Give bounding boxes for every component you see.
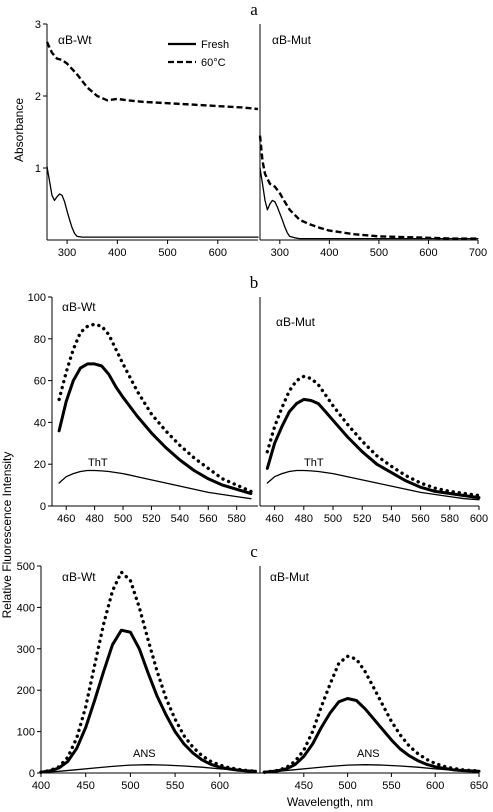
a-wt-y-tick-label: 3	[35, 19, 41, 31]
panel-a-mut-title: αB-Mut	[272, 33, 312, 47]
a-mut-x-tick-label: 300	[271, 247, 289, 259]
c-wt-series-bold	[39, 628, 257, 774]
b-mut-x-tick-label: 600	[470, 513, 488, 525]
panel-c-mut-title: αB-Mut	[270, 570, 310, 584]
b-wt-x-tick-label: 460	[57, 513, 75, 525]
b-wt-y-tick-label: 0	[40, 501, 46, 513]
x-axis-label-wavelength: Wavelength, nm	[287, 795, 373, 809]
b-wt-y-tick-label: 60	[34, 376, 46, 388]
c-wt-y-tick-label: 100	[17, 727, 35, 739]
b-mut-x-tick-label: 480	[295, 513, 313, 525]
panel-letter-c: c	[250, 542, 258, 561]
c-mut-x-tick-label: 650	[470, 780, 488, 792]
b-wt-series-bold	[57, 362, 253, 495]
a-wt-x-tick-label: 300	[58, 247, 76, 259]
c-mut-x-tick-label: 600	[426, 780, 444, 792]
c-wt-x-tick-label: 450	[77, 780, 95, 792]
c-wt-y-tick-label: 300	[17, 644, 35, 656]
legend-label-60c: 60°C	[201, 57, 226, 69]
b-mut-x-tick-label: 460	[265, 513, 283, 525]
a-mut-series-fresh	[259, 167, 479, 240]
c-wt-x-tick-label: 400	[32, 780, 50, 792]
a-wt-y-tick-label: 1	[35, 163, 41, 175]
a-wt-x-tick-label: 600	[209, 247, 227, 259]
c-mut-x-tick-label: 450	[295, 780, 313, 792]
y-axis-label-absorbance: Absorbance	[12, 98, 26, 162]
a-wt-y-tick-label: 2	[35, 91, 41, 103]
b-mut-series-bold	[265, 397, 481, 500]
annotation-ans-wt: ANS	[133, 748, 156, 760]
c-wt-series-ans	[40, 764, 257, 773]
c-mut-x-tick-label: 550	[382, 780, 400, 792]
b-wt-x-tick-label: 480	[85, 513, 103, 525]
panel-a-wt-title: αB-Wt	[58, 33, 92, 47]
c-mut-series-dotted	[262, 654, 481, 774]
b-wt-y-tick-label: 100	[28, 292, 46, 304]
b-mut-x-tick-label: 560	[411, 513, 429, 525]
c-wt-y-tick-label: 0	[29, 768, 35, 780]
c-mut-x-tick-label: 500	[338, 780, 356, 792]
b-mut-x-tick-label: 520	[353, 513, 371, 525]
annotation-ans-mut: ANS	[357, 748, 380, 760]
a-wt-x-tick-label: 500	[158, 247, 176, 259]
c-wt-y-tick-label: 400	[17, 602, 35, 614]
c-wt-series-dotted	[39, 570, 258, 774]
panel-b-wt-title: αB-Wt	[62, 300, 96, 314]
c-wt-x-tick-label: 500	[121, 780, 139, 792]
c-wt-y-tick-label: 200	[17, 685, 35, 697]
b-wt-y-tick-label: 40	[34, 417, 46, 429]
a-mut-series-60-c	[258, 135, 478, 240]
panel-c-wt-title: αB-Wt	[62, 570, 96, 584]
a-wt-series-fresh	[46, 165, 259, 238]
panel-letter-b: b	[250, 273, 259, 292]
a-mut-x-tick-label: 500	[370, 247, 388, 259]
b-wt-y-tick-label: 20	[34, 459, 46, 471]
c-wt-y-tick-label: 500	[17, 561, 35, 573]
legend-label-fresh: Fresh	[201, 39, 229, 51]
c-mut-series-bold	[262, 697, 481, 774]
b-wt-x-tick-label: 520	[142, 513, 160, 525]
panel-letter-a: a	[250, 0, 258, 19]
a-mut-x-tick-label: 700	[469, 247, 487, 259]
b-wt-series-tht	[58, 469, 252, 500]
b-wt-x-tick-label: 560	[199, 513, 217, 525]
a-mut-x-tick-label: 600	[419, 247, 437, 259]
b-mut-series-dotted	[265, 374, 481, 498]
annotation-tht-wt: ThT	[88, 457, 108, 469]
a-wt-series-60-c	[45, 41, 259, 111]
c-wt-x-tick-label: 600	[211, 780, 229, 792]
b-mut-x-tick-label: 500	[324, 513, 342, 525]
b-wt-y-tick-label: 80	[34, 334, 46, 346]
b-mut-x-tick-label: 540	[382, 513, 400, 525]
a-wt-x-tick-label: 400	[108, 247, 126, 259]
legend: Fresh 60°C	[168, 39, 229, 69]
b-wt-x-tick-label: 540	[171, 513, 189, 525]
c-wt-x-tick-label: 550	[166, 780, 184, 792]
y-axis-label-fluorescence: Relative Fluorescence Intensity	[0, 452, 14, 619]
b-wt-x-tick-label: 580	[228, 513, 246, 525]
b-wt-series-dotted	[57, 322, 253, 494]
annotation-tht-mut: ThT	[304, 457, 324, 469]
b-wt-x-tick-label: 500	[114, 513, 132, 525]
a-mut-x-tick-label: 400	[320, 247, 338, 259]
b-mut-series-tht	[266, 469, 480, 501]
b-mut-x-tick-label: 580	[441, 513, 459, 525]
panel-b-mut-title: αB-Mut	[276, 315, 316, 329]
